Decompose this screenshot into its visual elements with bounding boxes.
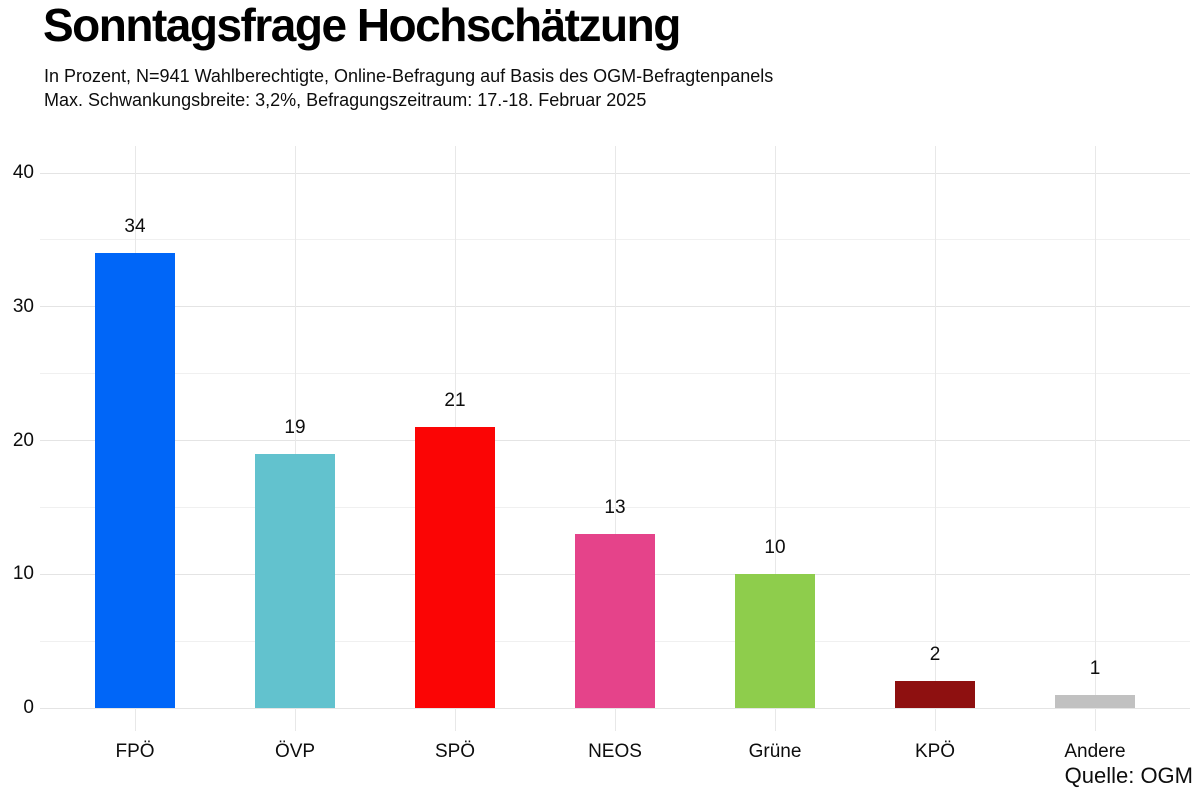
x-tick-label: ÖVP — [274, 741, 316, 762]
y-tick-label: 10 — [12, 563, 34, 585]
bar-neos — [575, 534, 655, 708]
x-tick-label: KPÖ — [914, 741, 956, 762]
y-tick-label: 0 — [23, 697, 34, 718]
x-tick-label: Andere — [1064, 741, 1126, 762]
bar-andere — [1055, 694, 1135, 708]
source-credit: Quelle: OGM — [1064, 763, 1193, 788]
bar-value-label: 1 — [1089, 657, 1101, 679]
chart-subtitle: In Prozent, N=941 Wahlberechtigte, Onlin… — [44, 64, 773, 112]
x-gridline — [614, 146, 616, 731]
y-tick-label: 30 — [12, 295, 34, 317]
bar-value-label: 21 — [444, 390, 466, 412]
bar-value-label: 19 — [284, 416, 306, 438]
y-tick-label: 20 — [12, 429, 34, 451]
x-gridline — [1094, 146, 1096, 731]
bar-övp — [255, 453, 335, 708]
bar-grüne — [735, 574, 815, 708]
bar-spö — [415, 427, 495, 708]
x-gridline — [294, 146, 296, 731]
bar-kpö — [895, 681, 975, 708]
x-tick-label: NEOS — [588, 741, 642, 762]
x-gridline — [774, 146, 776, 731]
bar-value-label: 34 — [124, 216, 146, 238]
chart-subtitle-line1: In Prozent, N=941 Wahlberechtigte, Onlin… — [44, 66, 774, 86]
y-tick-label: 40 — [12, 162, 34, 183]
bar-fpö — [95, 253, 175, 708]
chart-title: Sonntagsfrage Hochschätzung — [43, 0, 681, 51]
bar-value-label: 13 — [604, 497, 626, 519]
x-tick-label: FPÖ — [115, 741, 155, 762]
bar-value-label: 2 — [929, 644, 941, 666]
x-gridline — [934, 146, 936, 731]
bar-value-label: 10 — [764, 537, 786, 559]
x-tick-label: SPÖ — [434, 741, 476, 762]
x-tick-label: Grüne — [748, 741, 802, 762]
chart-subtitle-line2: Max. Schwankungsbreite: 3,2%, Befragungs… — [44, 90, 647, 110]
